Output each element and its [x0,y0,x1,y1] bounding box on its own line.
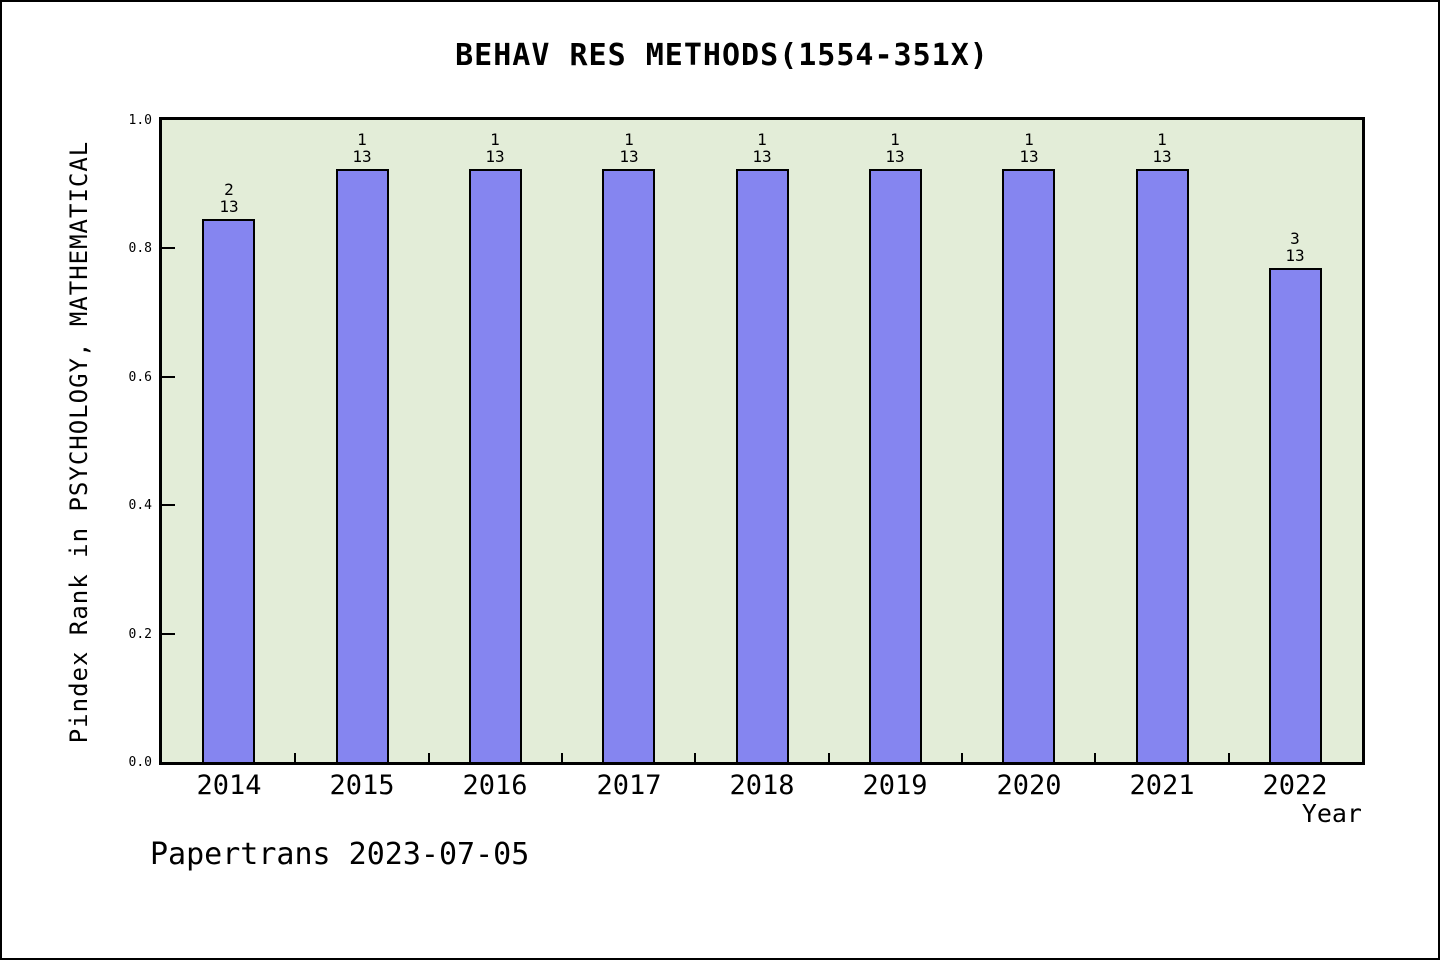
x-minor-tick [428,753,430,762]
bar-2014 [202,219,255,762]
x-tick-label-2016: 2016 [462,770,528,801]
x-tick-label-2021: 2021 [1129,770,1195,801]
y-tick [162,633,175,635]
x-minor-tick [561,753,563,762]
x-tick-label-2017: 2017 [596,770,662,801]
y-tick-label-0.4: 0.4 [128,498,152,513]
y-tick-label-1.0: 1.0 [128,113,152,128]
bar-2019 [869,169,922,762]
footer-watermark: Papertrans 2023-07-05 [150,837,530,872]
bar-2020 [1002,169,1055,762]
bar-value-label-2021: 1 13 [1152,130,1172,166]
chart-title: BEHAV RES METHODS(1554-351X) [455,38,989,73]
bar-value-label-2015: 1 13 [352,130,372,166]
y-tick-label-0.2: 0.2 [128,627,152,642]
x-minor-tick [694,753,696,762]
y-tick-label-0.0: 0.0 [128,755,152,770]
bar-value-label-2014: 2 13 [219,180,239,216]
plot-area: 2 13 1 13 1 13 1 13 1 13 1 13 1 13 1 13 3 13 [162,120,1362,762]
x-minor-tick [828,753,830,762]
y-tick [162,247,175,249]
y-tick [162,376,175,378]
bar-2015 [336,169,389,762]
bar-2018 [736,169,789,762]
bar-2017 [602,169,655,762]
bar-value-label-2020: 1 13 [1019,130,1039,166]
bar-value-label-2022: 3 13 [1285,229,1305,265]
x-minor-tick [294,753,296,762]
bar-value-label-2017: 1 13 [619,130,639,166]
y-tick-label-0.8: 0.8 [128,241,152,256]
x-tick-label-2022: 2022 [1262,770,1328,801]
plot-border [159,117,1365,765]
x-tick-label-2018: 2018 [729,770,795,801]
x-axis-title: Year [1301,799,1362,828]
y-tick [162,504,175,506]
x-tick-label-2014: 2014 [196,770,262,801]
y-axis-title: Pindex Rank in PSYCHOLOGY, MATHEMATICAL [65,140,93,744]
bar-2016 [469,169,522,762]
x-tick-label-2019: 2019 [862,770,928,801]
x-tick-label-2020: 2020 [996,770,1062,801]
y-tick-label-0.6: 0.6 [128,370,152,385]
bar-2021 [1136,169,1189,762]
x-tick-label-2015: 2015 [329,770,395,801]
x-minor-tick [1228,753,1230,762]
x-minor-tick [961,753,963,762]
bar-2022 [1269,268,1322,762]
bar-value-label-2019: 1 13 [885,130,905,166]
bar-value-label-2018: 1 13 [752,130,772,166]
x-minor-tick [1094,753,1096,762]
bar-value-label-2016: 1 13 [485,130,505,166]
